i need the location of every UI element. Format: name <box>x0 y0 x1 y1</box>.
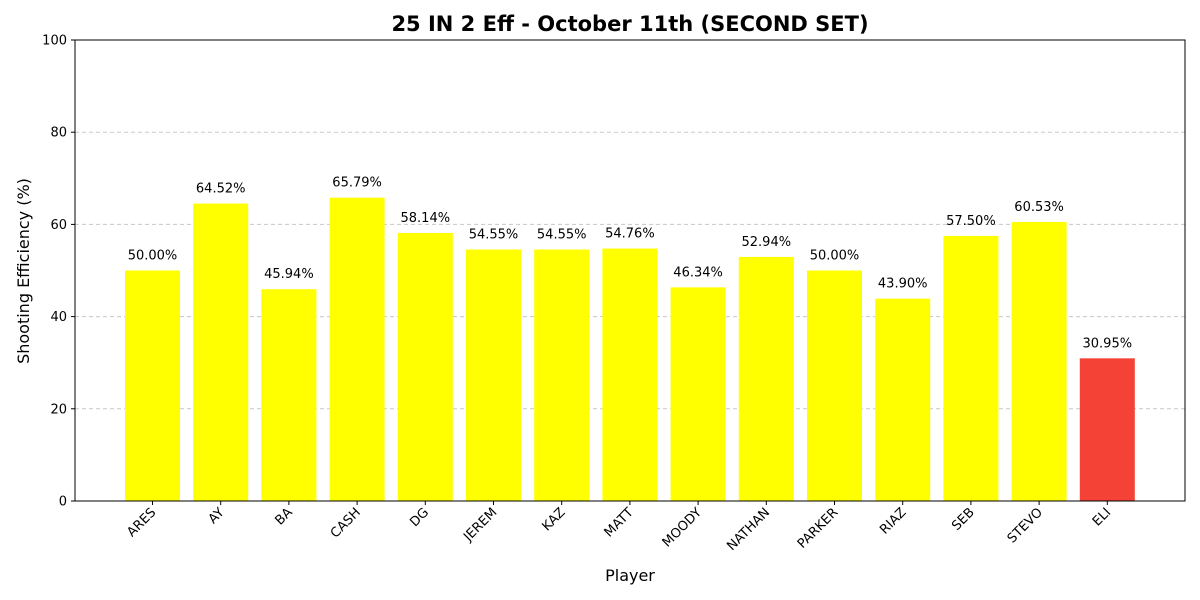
y-axis-label: Shooting Efficiency (%) <box>14 178 33 364</box>
y-tick-label: 80 <box>50 126 67 141</box>
bar-nathan <box>738 256 794 501</box>
bar-moody <box>670 287 726 501</box>
data-label: 64.52% <box>196 182 246 197</box>
data-label: 46.34% <box>673 265 723 280</box>
bar-seb <box>943 235 999 502</box>
bar-eli <box>1079 358 1135 501</box>
y-axis-ticks: 0 20 40 60 80 100 <box>42 34 75 510</box>
y-tick-label: 20 <box>50 402 67 417</box>
data-label: 60.53% <box>1014 200 1064 215</box>
data-label: 54.55% <box>537 228 587 243</box>
y-tick-label: 100 <box>42 34 67 49</box>
bar-parker <box>807 270 862 501</box>
data-label: 58.14% <box>401 211 451 226</box>
chart-title: 25 IN 2 Eff - October 11th (SECOND SET) <box>391 12 868 36</box>
bar-riaz <box>875 298 931 501</box>
y-tick-label: 40 <box>50 310 67 325</box>
bar-kaz <box>534 249 590 501</box>
data-label: 50.00% <box>810 249 860 264</box>
data-labels: 50.00% 64.52% 45.94% 65.79% 58.14% 54.55% 54.5… <box>128 176 1132 352</box>
data-label: 57.50% <box>946 214 996 229</box>
data-label: 54.76% <box>605 227 655 242</box>
bar-cash <box>329 197 385 501</box>
data-label: 52.94% <box>742 235 792 250</box>
data-label: 43.90% <box>878 277 928 292</box>
bar-jerem <box>466 249 521 501</box>
data-label: 30.95% <box>1083 336 1133 351</box>
data-label: 65.79% <box>332 176 382 191</box>
bar-dg <box>397 232 453 501</box>
y-tick-label: 0 <box>59 495 67 510</box>
bar-matt <box>602 248 658 501</box>
bars <box>125 197 1135 502</box>
data-label: 54.55% <box>469 228 519 243</box>
data-label: 50.00% <box>128 249 178 264</box>
data-label: 45.94% <box>264 267 314 282</box>
x-axis-label: Player <box>605 566 655 585</box>
bar-stevo <box>1011 221 1067 501</box>
bar-ay <box>193 203 249 501</box>
bar-ares <box>125 270 180 501</box>
y-tick-label: 60 <box>50 218 67 233</box>
bar-ba <box>261 289 317 501</box>
